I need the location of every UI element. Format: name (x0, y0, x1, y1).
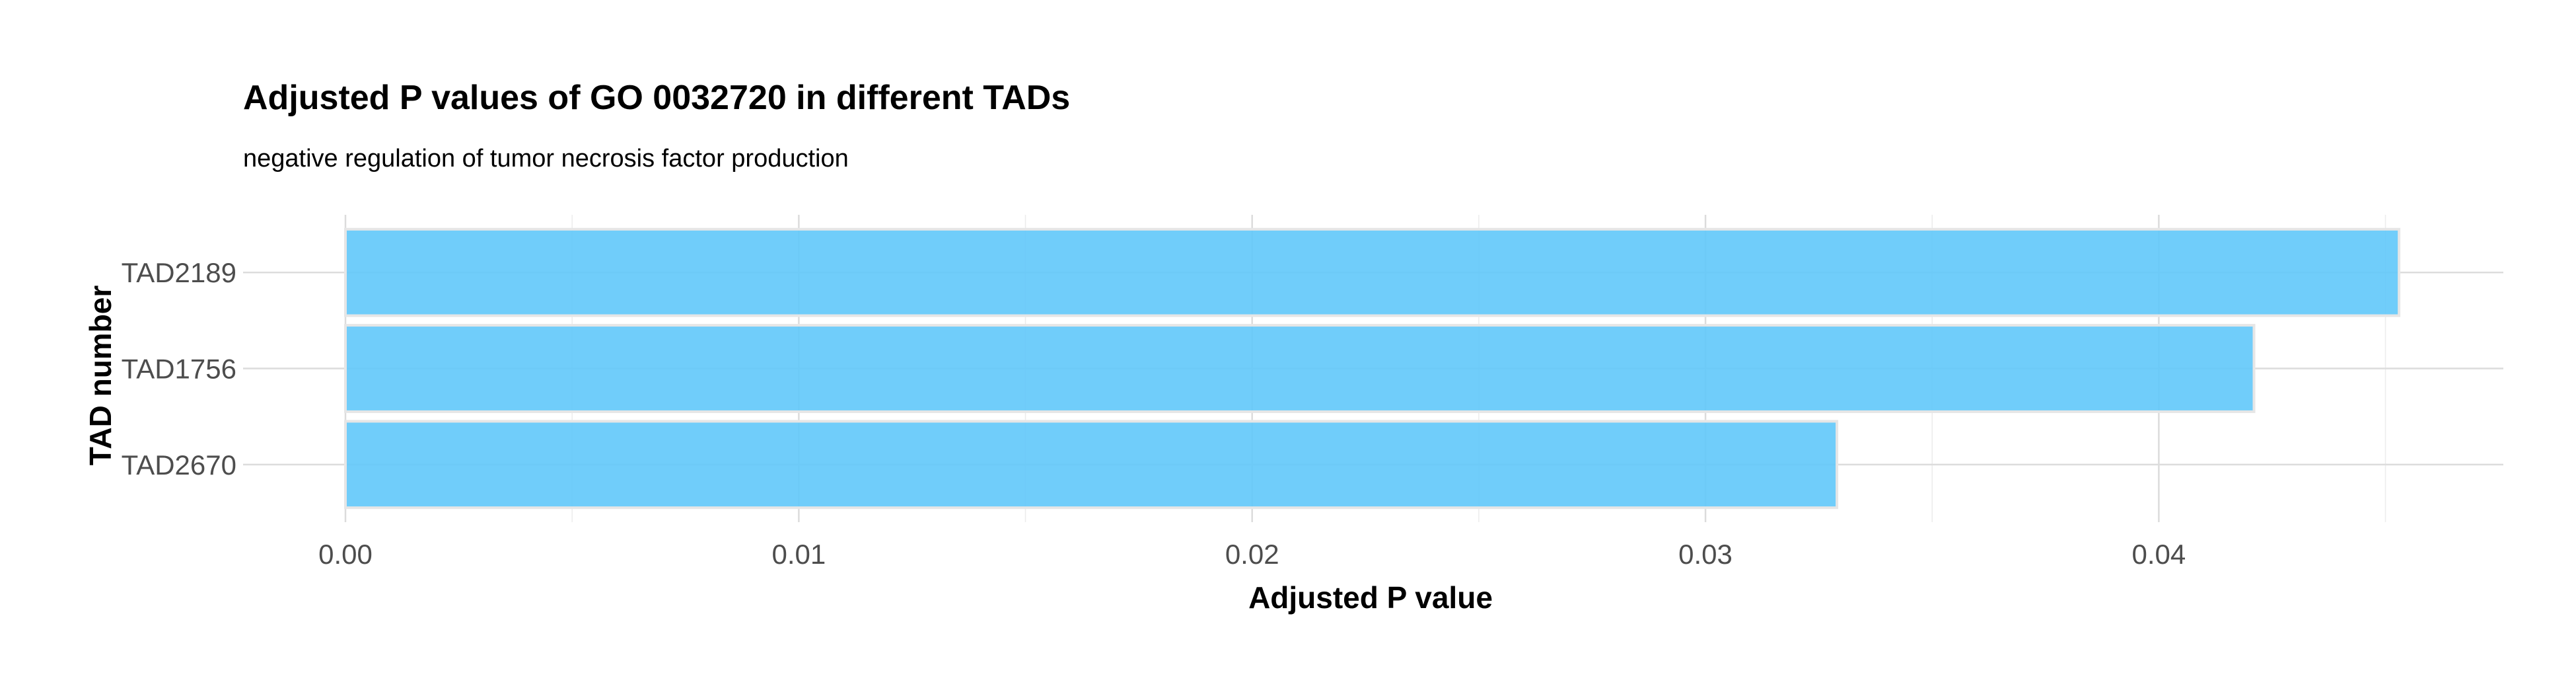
chart-title: Adjusted P values of GO 0032720 in diffe… (243, 79, 1070, 117)
bars (344, 227, 2401, 510)
y-axis-title: TAD number (83, 286, 118, 466)
y-tick-label: TAD2670 (122, 449, 236, 481)
x-tick-label: 0.02 (1225, 539, 1279, 570)
x-tick-label: 0.04 (2132, 539, 2186, 570)
bar-tad2189 (344, 227, 2401, 317)
y-tick-label: TAD2189 (122, 257, 236, 288)
x-axis-title: Adjusted P value (1248, 580, 1493, 615)
x-tick-label: 0.01 (771, 539, 826, 570)
bar-tad1756 (344, 324, 2256, 413)
x-tick-label: 0.00 (318, 539, 373, 570)
y-tick-label: TAD1756 (122, 354, 236, 385)
x-tick-label: 0.03 (1678, 539, 1733, 570)
x-axis-ticks: 0.00 0.01 0.02 0.03 0.04 (318, 539, 2186, 570)
y-axis-ticks: TAD2189 TAD1756 TAD2670 (122, 257, 236, 481)
bar-tad2670 (344, 420, 1839, 510)
chart-subtitle: negative regulation of tumor necrosis fa… (243, 145, 849, 173)
